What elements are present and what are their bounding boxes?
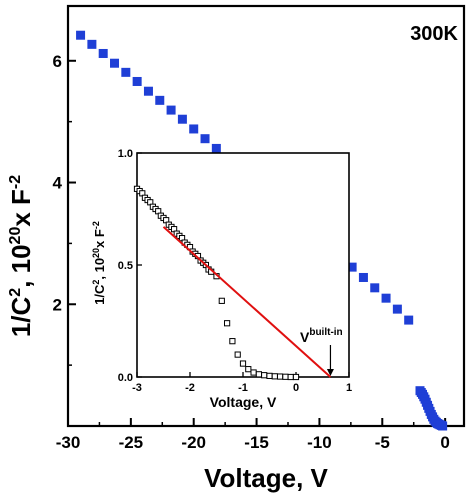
inset-data-point	[245, 366, 252, 373]
temperature-label: 300K	[410, 23, 458, 45]
inset-y-label-sup: -2	[91, 221, 101, 229]
inset-data-point	[224, 320, 231, 327]
main-x-tick-label: -30	[56, 433, 81, 452]
inset-y-axis-label: 1/C2, 1020x F-2	[91, 221, 107, 305]
inset-y-tick-label: 0.0	[118, 372, 133, 384]
main-data-point	[98, 48, 108, 58]
inset-data-point	[282, 373, 289, 380]
inset-y-label-sup: 2	[91, 280, 101, 285]
inset-data-point	[277, 373, 284, 380]
main-data-point	[381, 293, 391, 303]
main-data-point	[76, 30, 86, 40]
main-x-axis-label: Voltage, V	[204, 463, 328, 493]
inset-data-point	[271, 373, 278, 380]
inset-data-point	[292, 373, 300, 381]
y-label-sup: 2	[7, 288, 24, 297]
inset-y-label-sup: 20	[91, 248, 101, 258]
built-in-label-main: V	[300, 329, 310, 345]
main-data-point	[370, 283, 380, 293]
inset-x-tick-label: 1	[346, 382, 352, 394]
inset-data-point	[287, 373, 294, 381]
inset-x-tick-label: -1	[238, 382, 248, 394]
y-label-sup: 20	[7, 227, 24, 245]
main-x-tick-label: -25	[119, 433, 144, 452]
main-data-point	[143, 86, 153, 96]
built-in-label-sup: built-in	[309, 327, 342, 338]
main-data-point	[110, 58, 120, 68]
main-x-tick-label: -15	[244, 433, 269, 452]
inset-data-point	[261, 372, 268, 379]
main-data-point	[155, 95, 165, 105]
main-data-point	[211, 143, 221, 153]
inset-y-tick-label: 0.5	[118, 260, 133, 272]
main-data-point	[392, 304, 402, 314]
y-label-part: x F	[6, 189, 36, 227]
main-data-point	[189, 124, 199, 134]
inset-y-label-part: x F	[92, 229, 107, 248]
main-plot-frame	[66, 4, 466, 428]
main-data-point	[358, 272, 368, 282]
built-in-voltage-label: Vbuilt-in	[300, 327, 343, 345]
main-data-point	[404, 315, 414, 325]
inset-y-tick-label: 1.0	[118, 148, 133, 160]
main-data-point	[200, 134, 210, 144]
main-data-point	[121, 67, 131, 77]
main-x-tick-label: -5	[375, 433, 390, 452]
main-data-point	[87, 39, 97, 49]
main-y-tick-label: 2	[53, 295, 62, 314]
inset-x-tick-label: -2	[185, 382, 195, 394]
linear-fit-line	[162, 226, 332, 378]
inset-y-label-part: , 10	[92, 258, 107, 280]
inset-data-point	[250, 369, 257, 376]
main-y-tick-label: 4	[53, 174, 63, 193]
main-data-point	[166, 105, 176, 115]
inset-data-point	[218, 297, 225, 304]
inset-data-point	[239, 360, 247, 367]
inset-data-point	[266, 372, 273, 379]
inset-data-point	[234, 351, 241, 358]
main-data-point	[438, 421, 448, 431]
main-data-point	[177, 114, 187, 124]
inset-x-axis-label: Voltage, V	[210, 394, 277, 410]
inset-plot-frame	[136, 152, 350, 378]
built-in-arrowhead	[326, 369, 334, 376]
y-label-part: 1/C	[6, 296, 36, 337]
inset-x-tick-label: -3	[132, 382, 142, 394]
main-data-point	[132, 76, 142, 86]
main-y-tick-label: 6	[53, 52, 62, 71]
main-x-tick-label: -10	[307, 433, 332, 452]
y-label-part: , 10	[6, 244, 36, 287]
y-label-sup: -2	[7, 175, 24, 189]
inset-data-point	[255, 371, 262, 378]
inset-y-label-part: 1/C	[92, 284, 107, 305]
inset-data-point	[229, 338, 236, 345]
main-x-tick-label: -20	[181, 433, 206, 452]
inset-x-tick-label: 0	[293, 382, 299, 394]
main-data-point	[347, 262, 357, 272]
main-y-axis-label: 1/C2, 1020x F-2	[6, 175, 36, 337]
main-x-tick-label: 0	[440, 433, 449, 452]
